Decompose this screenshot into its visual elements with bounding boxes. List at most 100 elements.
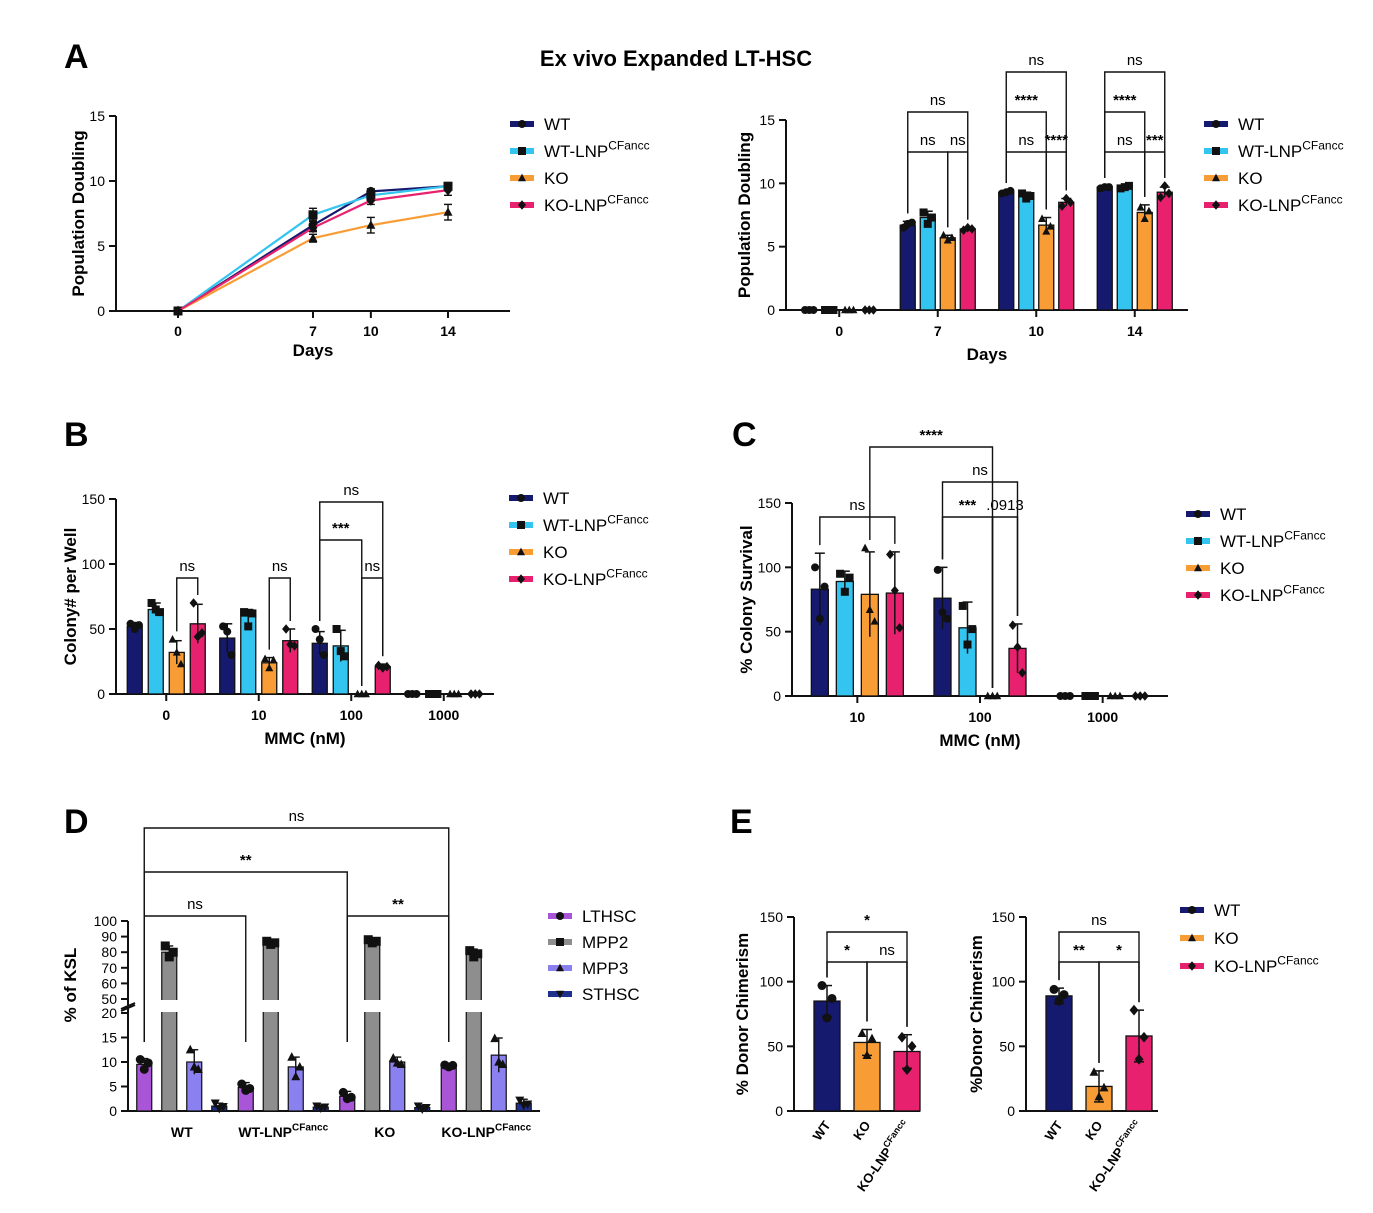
data-point (475, 689, 484, 699)
bar (1058, 201, 1075, 311)
legend-label: WT-LNPCFancc (1238, 138, 1344, 161)
bar (147, 608, 164, 695)
data-point (1059, 990, 1069, 1000)
x-tick-label: 100 (340, 707, 364, 723)
legend-label: KO-LNPCFancc (543, 566, 648, 589)
y-tick-label: 100 (758, 559, 782, 575)
data-point (311, 625, 320, 633)
population-doubling-line-chart: 0 5 10 15 0 7 10 14 Days Population Doubling WT WT-… (69, 108, 650, 360)
data-point (822, 1013, 832, 1023)
series-line (177, 211, 449, 312)
y-tick-label: 150 (992, 909, 1016, 925)
data-point (1013, 642, 1022, 652)
x-tick-label: 1000 (428, 707, 459, 723)
legend-label: WT-LNPCFancc (544, 138, 650, 161)
data-point (340, 652, 349, 661)
x-tick-label: 0 (162, 707, 170, 723)
data-point (861, 543, 870, 552)
data-point (168, 947, 178, 957)
legend-label: STHSC (582, 985, 640, 1004)
bar (1156, 191, 1173, 311)
bar (919, 216, 936, 311)
legend-marker (1212, 120, 1220, 128)
significance-bracket (1144, 151, 1166, 197)
data-point (927, 213, 936, 222)
legend-label: WT-LNPCFancc (1220, 528, 1326, 551)
data-point (947, 233, 956, 241)
legend-marker (517, 547, 525, 556)
x-tick-label: 7 (934, 323, 942, 339)
axis-break-mark (120, 1004, 136, 1012)
legend-label: KO (544, 169, 569, 188)
data-point (1042, 227, 1051, 235)
data-point (967, 224, 976, 234)
data-point (907, 1040, 917, 1052)
legend-marker (556, 963, 564, 972)
data-point (1164, 188, 1173, 199)
data-point (1124, 181, 1133, 190)
legend-label: KO (543, 543, 568, 562)
x-tick-label: 14 (1127, 323, 1143, 339)
data-point (248, 609, 257, 618)
data-point (817, 981, 827, 991)
legend-marker (1194, 537, 1202, 545)
y-tick-label: 150 (758, 495, 782, 511)
legend-label: KO (1220, 559, 1245, 578)
data-point (919, 208, 928, 217)
data-point (1038, 214, 1047, 222)
legend-marker (1212, 200, 1220, 210)
legend-marker (518, 173, 526, 182)
series-line (177, 189, 449, 312)
panel-label-c: C (732, 416, 757, 454)
data-point (471, 689, 480, 699)
significance-label: ns (1117, 132, 1133, 149)
legend-marker (518, 147, 526, 155)
data-point (897, 1031, 907, 1043)
legend-marker (556, 938, 564, 946)
significance-label: *** (959, 497, 977, 514)
x-tick-label: KO (850, 1118, 873, 1143)
x-axis-label: MMC (nM) (939, 731, 1020, 750)
y-tick-label: 0 (109, 1103, 117, 1119)
y-tick-label: 5 (767, 239, 775, 255)
significance-bracket (1005, 71, 1067, 191)
significance-bracket (143, 827, 450, 1042)
y-axis-label: Population Doubling (69, 130, 88, 296)
legend-label: WT (543, 489, 569, 508)
data-point (1054, 996, 1064, 1006)
y-tick-label: 50 (101, 991, 117, 1007)
y-axis-label: % Colony Survival (737, 525, 756, 673)
data-point (287, 1052, 297, 1061)
data-point (1066, 197, 1075, 208)
significance-label: ns (187, 896, 203, 913)
data-point (465, 946, 475, 956)
data-point (907, 218, 916, 227)
data-point (1026, 192, 1035, 200)
significance-label: ns (1018, 132, 1034, 149)
significance-bracket (907, 111, 969, 220)
y-axis-label: %Donor Chimerism (967, 935, 986, 1093)
data-point (943, 614, 952, 623)
y-tick-label: 15 (101, 1030, 117, 1046)
bar (389, 1061, 406, 1112)
legend-marker (1188, 961, 1196, 971)
data-point (245, 1083, 255, 1093)
significance-label: * (1116, 942, 1122, 959)
significance-label: **** (1015, 92, 1039, 109)
data-point (1008, 620, 1017, 631)
series-line (177, 185, 449, 312)
legend-label: KO-LNPCFancc (1214, 953, 1319, 976)
data-point (1094, 1091, 1104, 1101)
data-point (1134, 1053, 1144, 1065)
x-tick-label: WT (171, 1124, 193, 1140)
bar (939, 237, 956, 311)
bar (835, 580, 854, 697)
significance-label: ns (1028, 52, 1044, 69)
data-point (939, 230, 948, 239)
data-point (1140, 691, 1149, 701)
significance-bracket (869, 446, 994, 688)
panel-label-d: D (64, 803, 89, 841)
data-point (134, 621, 143, 630)
data-point (958, 601, 967, 610)
